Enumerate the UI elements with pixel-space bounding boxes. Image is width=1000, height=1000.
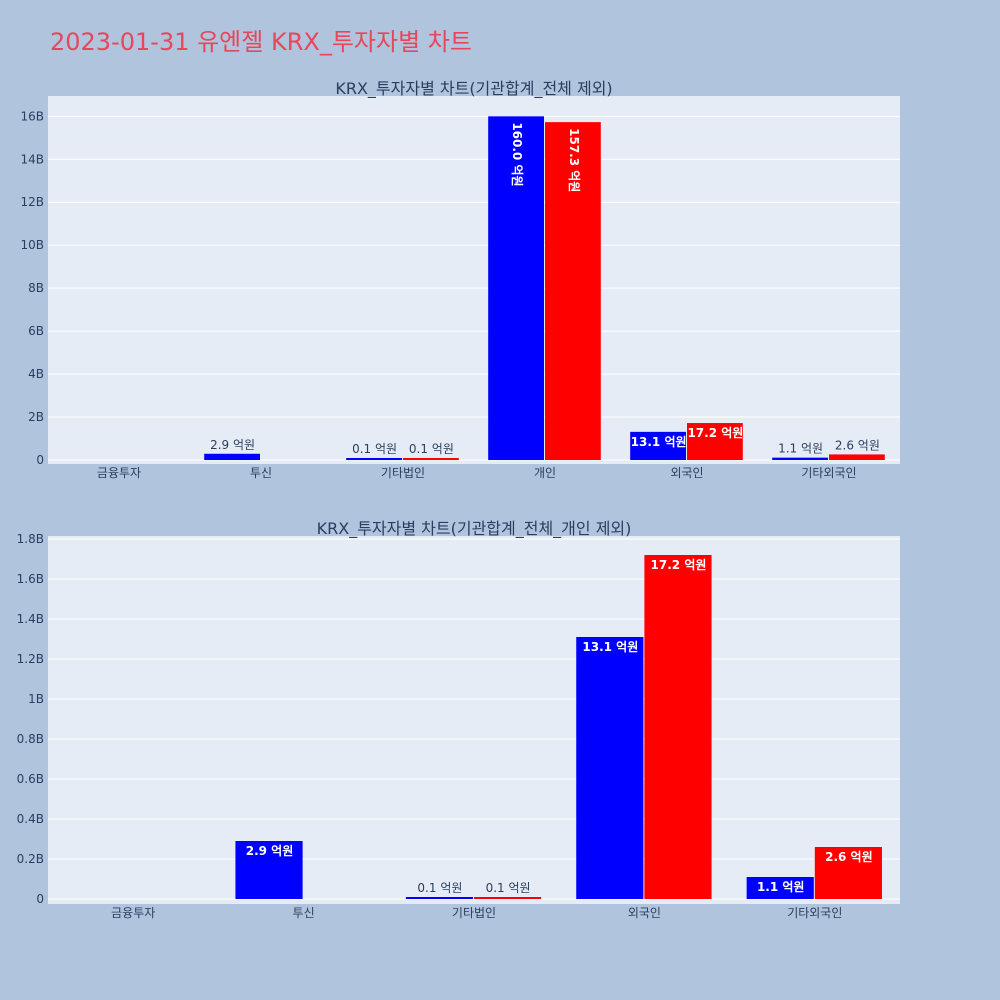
bar — [488, 116, 544, 460]
data-label: 0.1 억원 — [486, 881, 531, 895]
bar — [545, 122, 601, 460]
y-tick-label: 1B — [28, 692, 44, 706]
bar — [772, 457, 828, 460]
y-tick-label: 16B — [20, 109, 44, 123]
data-label: 160.0 억원 — [510, 122, 524, 186]
x-tick-label: 금융투자 — [111, 906, 155, 920]
plot-area — [48, 536, 900, 904]
y-tick-label: 0 — [36, 892, 44, 906]
bar — [829, 454, 885, 460]
data-label: 13.1 억원 — [582, 640, 638, 654]
y-tick-label: 0.2B — [17, 852, 44, 866]
y-tick-label: 8B — [28, 281, 44, 295]
chart-top: 0 2B 4B 6B 8B 10B 12B 14B 16B KRX_투자자별 차트(기관합계_전체… — [20, 79, 900, 480]
y-tick-label: 10B — [20, 238, 44, 252]
x-tick-label: 기타외국인 — [801, 466, 856, 480]
bar — [403, 458, 459, 460]
data-label: 2.6 억원 — [825, 850, 873, 864]
chart-title: KRX_투자자별 차트(기관합계_전체_개인 제외) — [317, 519, 632, 539]
y-tick-label: 0.4B — [17, 812, 44, 826]
data-label: 1.1 억원 — [778, 442, 823, 456]
x-tick-label: 외국인 — [628, 906, 661, 920]
data-label: 0.1 억원 — [417, 881, 462, 895]
data-label: 1.1 억원 — [757, 880, 805, 894]
y-tick-label: 1.8B — [17, 532, 44, 546]
bar — [630, 431, 686, 460]
x-tick-label: 기타외국인 — [787, 906, 842, 920]
bar — [576, 637, 644, 899]
y-tick-label: 0.8B — [17, 732, 44, 746]
bar — [204, 453, 260, 460]
x-tick-label: 투신 — [293, 906, 315, 920]
data-label: 157.3 억원 — [567, 128, 581, 192]
bar — [746, 877, 814, 899]
y-tick-label: 14B — [20, 152, 44, 166]
bar — [644, 555, 712, 899]
data-label: 2.9 억원 — [246, 844, 294, 858]
x-tick-label: 투신 — [250, 466, 272, 480]
x-tick-label: 외국인 — [670, 466, 703, 480]
bar — [687, 423, 743, 460]
y-tick-label: 6B — [28, 324, 44, 338]
bar — [405, 897, 473, 899]
bar — [235, 841, 303, 899]
data-label: 13.1 억원 — [631, 435, 687, 449]
y-tick-label: 0 — [36, 453, 44, 467]
x-tick-label: 기타법인 — [452, 906, 496, 920]
y-tick-label: 1.2B — [17, 652, 44, 666]
y-tick-label: 0.6B — [17, 772, 44, 786]
bar — [474, 897, 542, 899]
y-tick-label: 2B — [28, 410, 44, 424]
data-label: 2.6 억원 — [835, 438, 880, 452]
data-label: 17.2 억원 — [651, 558, 707, 572]
chart-bottom: 0 0.2B 0.4B 0.6B 0.8B 1B 1.2B 1.4B 1.6B 1.8B KRX_투… — [17, 519, 900, 920]
bar — [346, 458, 402, 460]
x-tick-label: 금융투자 — [97, 466, 141, 480]
x-tick-label: 기타법인 — [381, 466, 425, 480]
data-label: 0.1 억원 — [409, 442, 454, 456]
y-tick-label: 1.6B — [17, 572, 44, 586]
y-tick-label: 4B — [28, 367, 44, 381]
data-label: 0.1 억원 — [352, 442, 397, 456]
chart-title: KRX_투자자별 차트(기관합계_전체 제외) — [335, 79, 612, 99]
data-label: 2.9 억원 — [210, 438, 255, 452]
page-title: 2023-01-31 유엔젤 KRX_투자자별 차트 — [50, 28, 472, 56]
data-label: 17.2 억원 — [687, 426, 743, 440]
y-tick-label: 1.4B — [17, 612, 44, 626]
plot-area — [48, 96, 900, 464]
x-tick-label: 개인 — [534, 466, 556, 480]
bar — [814, 847, 882, 899]
y-tick-label: 12B — [20, 195, 44, 209]
